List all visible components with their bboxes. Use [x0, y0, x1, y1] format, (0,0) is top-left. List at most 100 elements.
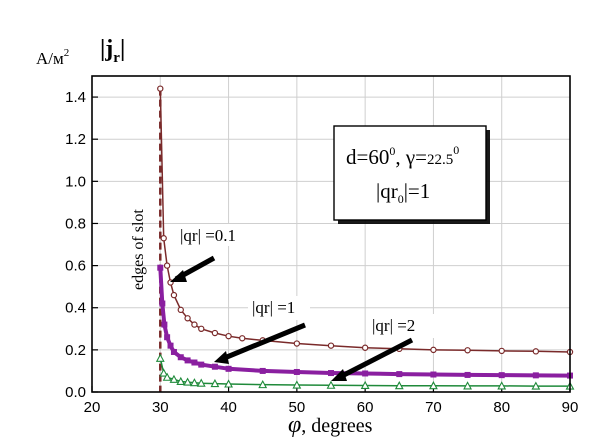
y-tick-label: 0.0: [65, 384, 86, 401]
data-point: [177, 354, 184, 361]
data-point: [164, 334, 171, 341]
x-tick-label: 30: [152, 399, 169, 416]
data-point: [191, 359, 198, 366]
series-qr-0-1: [157, 85, 574, 356]
y-tick-label: 1.4: [65, 89, 86, 106]
plot-frame: [91, 75, 571, 393]
annotation-qr-0-1-label: |qr| =0.1: [180, 226, 236, 245]
data-point: [159, 368, 169, 377]
data-point: [258, 379, 268, 389]
data-point: [396, 371, 403, 378]
y-tick-label: 1.2: [65, 131, 86, 148]
data-point: [210, 378, 220, 388]
data-point: [326, 380, 336, 389]
annotation-qr-2: |qr| =2: [331, 314, 434, 381]
series-qr-2: [155, 353, 575, 390]
tick-labels: 20 30 40 50 60 70 80 90 0.0 0.2 0.4 0.6 0.8 1.0 1.2 1.4: [65, 89, 578, 416]
x-tick-label: 60: [357, 399, 374, 416]
data-point: [361, 344, 369, 351]
x-tick-label: 20: [84, 399, 101, 416]
params-line-1: d=600, γ=22.50: [346, 143, 459, 169]
data-point: [225, 365, 232, 372]
data-point: [155, 353, 165, 362]
x-tick-label: 90: [562, 399, 579, 416]
x-tick-label: 50: [289, 399, 306, 416]
data-point: [259, 367, 266, 374]
data-point: [293, 340, 301, 347]
data-point: [160, 235, 167, 242]
annotation-qr-0-1-arrowhead: [170, 270, 187, 282]
data-point: [498, 372, 505, 379]
data-point: [157, 85, 164, 92]
data-point: [183, 377, 193, 386]
data-point: [532, 348, 540, 355]
data-point: [190, 378, 199, 387]
annotation-qr-1-label: |qr| =1: [252, 298, 295, 317]
data-point: [161, 321, 168, 328]
data-point: [184, 315, 191, 322]
x-axis-label: φ, degrees: [288, 412, 373, 438]
data-point: [157, 264, 164, 271]
data-point: [292, 380, 302, 389]
data-point: [498, 347, 505, 355]
data-point: [224, 379, 233, 388]
annotation-qr-2-arrow: [338, 337, 414, 380]
series-layer: [155, 85, 575, 390]
data-point: [430, 346, 437, 354]
data-point: [239, 335, 246, 342]
data-point: [211, 329, 219, 337]
y-tick-label: 0.4: [65, 300, 86, 317]
data-point: [176, 376, 186, 386]
data-point: [429, 381, 438, 390]
data-point: [198, 361, 205, 368]
data-point: [191, 321, 198, 328]
data-point: [464, 347, 471, 354]
data-point: [225, 332, 232, 340]
chart-title: |jr|: [100, 36, 125, 66]
annotation-qr-2-arrowhead: [331, 369, 347, 381]
y-tick-label: 1.0: [65, 173, 86, 190]
series-line: [158, 267, 571, 378]
y-tick-label: 0.8: [65, 215, 86, 232]
data-point: [430, 371, 437, 378]
data-point: [463, 381, 472, 390]
annotation-qr-1-arrow: [221, 322, 306, 362]
data-point: [327, 342, 335, 349]
x-tick-label: 70: [425, 399, 442, 416]
data-point: [211, 363, 218, 370]
data-point: [531, 381, 541, 390]
data-point: [464, 371, 471, 378]
x-tick-label: 40: [220, 399, 237, 416]
data-point: [169, 374, 179, 383]
data-point: [196, 378, 206, 387]
data-point: [167, 342, 174, 349]
y-tick-label: 0.6: [65, 258, 86, 275]
edges-of-slot-label: edges of slot: [130, 209, 147, 290]
data-point: [177, 306, 184, 314]
params-line-2: |qr0|=1: [376, 179, 430, 206]
data-point: [497, 381, 507, 390]
y-tick-label: 0.2: [65, 342, 86, 359]
data-point: [162, 372, 172, 381]
data-point: [328, 370, 334, 377]
data-point: [170, 348, 177, 355]
y-axis-unit: A/м2: [36, 47, 69, 68]
annotation-qr-1-arrowhead: [214, 351, 229, 364]
data-point: [184, 357, 191, 364]
params-box: d=600, γ=22.50 |qr0|=1: [333, 125, 490, 224]
data-point: [159, 300, 166, 307]
annotation-qr-0-1: |qr| =0.1: [170, 224, 236, 282]
series-line: [159, 88, 571, 353]
x-tick-label: 80: [493, 399, 510, 416]
annotation-qr-1: |qr| =1: [214, 296, 310, 364]
data-point: [163, 262, 171, 269]
data-point: [362, 370, 369, 377]
data-point: [360, 380, 370, 390]
data-point: [532, 372, 539, 379]
data-point: [170, 291, 178, 299]
data-point: [198, 325, 205, 332]
data-point: [293, 368, 300, 375]
annotation-qr-2-label: |qr| =2: [372, 316, 415, 335]
